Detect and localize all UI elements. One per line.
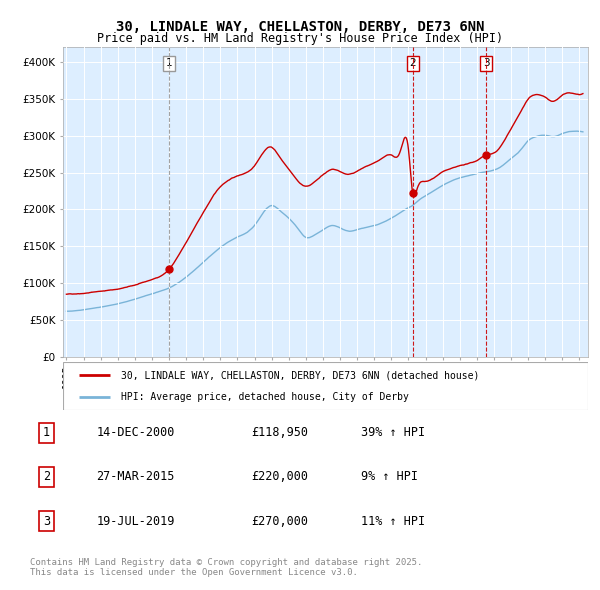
Text: £270,000: £270,000 — [251, 514, 308, 527]
Text: 2: 2 — [43, 470, 50, 483]
Text: £118,950: £118,950 — [251, 427, 308, 440]
Text: 3: 3 — [483, 58, 490, 68]
Text: 27-MAR-2015: 27-MAR-2015 — [96, 470, 175, 483]
Text: 14-DEC-2000: 14-DEC-2000 — [96, 427, 175, 440]
Text: £220,000: £220,000 — [251, 470, 308, 483]
Text: 30, LINDALE WAY, CHELLASTON, DERBY, DE73 6NN (detached house): 30, LINDALE WAY, CHELLASTON, DERBY, DE73… — [121, 370, 479, 380]
Text: Price paid vs. HM Land Registry's House Price Index (HPI): Price paid vs. HM Land Registry's House … — [97, 32, 503, 45]
Text: 3: 3 — [43, 514, 50, 527]
Text: 30, LINDALE WAY, CHELLASTON, DERBY, DE73 6NN: 30, LINDALE WAY, CHELLASTON, DERBY, DE73… — [116, 19, 484, 34]
Text: HPI: Average price, detached house, City of Derby: HPI: Average price, detached house, City… — [121, 392, 409, 402]
Text: 11% ↑ HPI: 11% ↑ HPI — [361, 514, 425, 527]
Text: 9% ↑ HPI: 9% ↑ HPI — [361, 470, 418, 483]
Text: 1: 1 — [43, 427, 50, 440]
Text: 1: 1 — [166, 58, 172, 68]
Text: 19-JUL-2019: 19-JUL-2019 — [96, 514, 175, 527]
Text: Contains HM Land Registry data © Crown copyright and database right 2025.
This d: Contains HM Land Registry data © Crown c… — [30, 558, 422, 577]
Text: 39% ↑ HPI: 39% ↑ HPI — [361, 427, 425, 440]
Text: 2: 2 — [409, 58, 416, 68]
